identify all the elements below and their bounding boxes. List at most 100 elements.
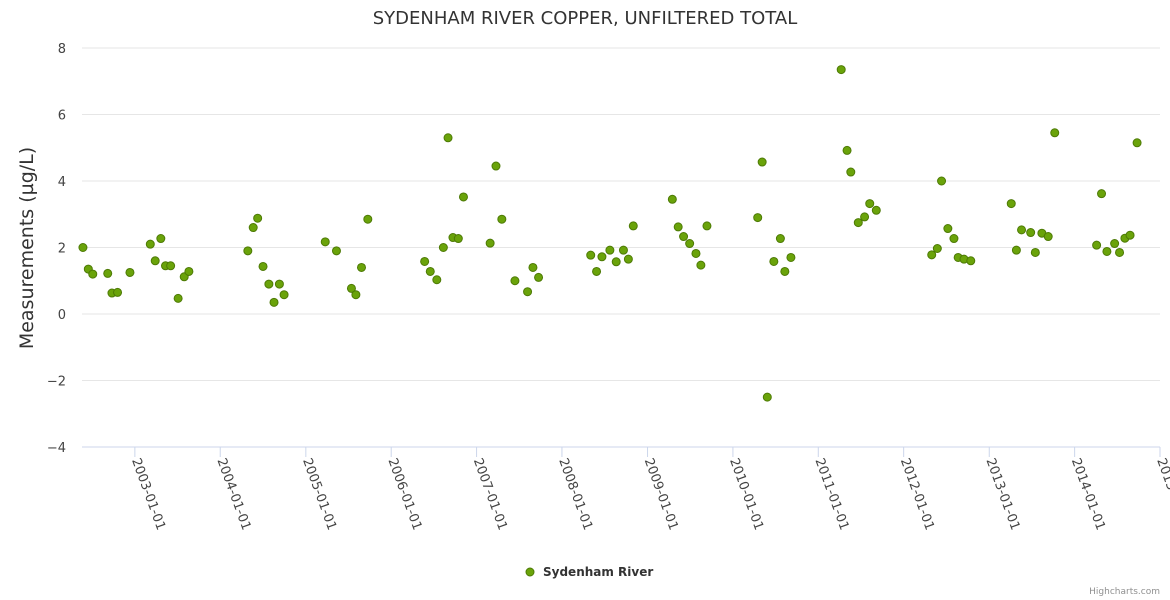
data-point[interactable]	[269, 297, 279, 307]
data-point[interactable]	[1017, 225, 1027, 235]
data-point[interactable]	[264, 279, 274, 289]
data-point[interactable]	[871, 205, 881, 215]
data-point[interactable]	[425, 266, 435, 276]
data-point[interactable]	[1110, 239, 1120, 249]
data-point[interactable]	[346, 283, 356, 293]
legend[interactable]: Sydenham River	[525, 565, 653, 579]
data-point[interactable]	[597, 252, 607, 262]
data-point[interactable]	[534, 272, 544, 282]
data-point[interactable]	[243, 246, 253, 256]
data-point[interactable]	[757, 157, 767, 167]
data-point[interactable]	[443, 133, 453, 143]
data-point[interactable]	[949, 234, 959, 244]
data-point[interactable]	[491, 161, 501, 171]
data-point[interactable]	[842, 145, 852, 155]
data-point[interactable]	[78, 243, 88, 252]
data-point[interactable]	[253, 213, 263, 223]
data-point[interactable]	[497, 214, 507, 224]
data-point[interactable]	[184, 266, 194, 276]
data-point[interactable]	[156, 234, 166, 244]
data-point[interactable]	[485, 238, 495, 248]
data-point[interactable]	[673, 222, 683, 232]
data-point[interactable]	[780, 266, 790, 276]
x-tick-label: 2012-01-01	[897, 456, 937, 532]
data-point[interactable]	[150, 256, 160, 266]
data-point[interactable]	[1043, 232, 1053, 242]
data-point[interactable]	[113, 287, 123, 297]
data-point[interactable]	[667, 194, 677, 204]
data-point[interactable]	[274, 279, 284, 289]
data-point[interactable]	[943, 224, 953, 234]
data-point[interactable]	[258, 261, 268, 271]
credits-link[interactable]: Highcharts.com	[1089, 587, 1160, 597]
data-point[interactable]	[438, 243, 448, 252]
data-point[interactable]	[753, 213, 763, 223]
data-point[interactable]	[125, 267, 135, 277]
data-point[interactable]	[586, 250, 596, 260]
data-point[interactable]	[685, 239, 695, 249]
data-point[interactable]	[865, 199, 875, 209]
data-point[interactable]	[786, 252, 796, 262]
data-point[interactable]	[523, 287, 533, 297]
data-point[interactable]	[1030, 247, 1040, 257]
data-point[interactable]	[775, 234, 785, 244]
data-point[interactable]	[1102, 246, 1112, 256]
data-point[interactable]	[363, 214, 373, 224]
data-point[interactable]	[453, 234, 463, 244]
chart-title: SYDENHAM RIVER COPPER, UNFILTERED TOTAL	[373, 8, 798, 29]
data-point[interactable]	[628, 221, 638, 231]
data-point[interactable]	[1006, 199, 1016, 209]
data-point[interactable]	[966, 256, 976, 266]
data-point[interactable]	[1011, 245, 1021, 255]
data-point[interactable]	[88, 269, 98, 279]
data-point[interactable]	[932, 243, 942, 253]
data-point[interactable]	[528, 262, 538, 272]
data-point[interactable]	[1092, 240, 1102, 250]
data-point[interactable]	[769, 256, 779, 266]
data-point[interactable]	[420, 256, 430, 266]
data-point[interactable]	[846, 167, 856, 177]
data-point[interactable]	[592, 266, 602, 276]
x-axis: 2003-01-01 2004-01-01 2005-01-01 2006-01-01…	[82, 446, 1170, 532]
data-point[interactable]	[623, 254, 633, 264]
data-point[interactable]	[331, 246, 341, 256]
data-point[interactable]	[356, 262, 366, 272]
data-point[interactable]	[937, 176, 947, 186]
data-point[interactable]	[679, 232, 689, 242]
data-point[interactable]	[1050, 128, 1060, 138]
data-point[interactable]	[702, 221, 712, 231]
data-point[interactable]	[853, 218, 863, 228]
data-point[interactable]	[611, 257, 621, 267]
data-point[interactable]	[1097, 189, 1107, 199]
x-tick-label: 2005-01-01	[299, 456, 339, 532]
data-point[interactable]	[145, 239, 155, 249]
data-point[interactable]	[1132, 138, 1142, 148]
data-point[interactable]	[248, 223, 258, 233]
series-sydenham-river[interactable]	[78, 65, 1142, 402]
data-point[interactable]	[762, 392, 772, 402]
data-point[interactable]	[432, 275, 442, 285]
data-point[interactable]	[1125, 230, 1135, 240]
data-point[interactable]	[696, 260, 706, 270]
data-point[interactable]	[279, 290, 289, 300]
x-tick-label: 2008-01-01	[555, 456, 595, 532]
data-point[interactable]	[351, 290, 361, 300]
data-point[interactable]	[320, 237, 330, 247]
data-point[interactable]	[605, 245, 615, 255]
data-point[interactable]	[166, 261, 176, 271]
x-tick-label: 2006-01-01	[384, 456, 424, 532]
legend-item-label[interactable]: Sydenham River	[543, 565, 653, 579]
data-point[interactable]	[103, 268, 113, 278]
data-point[interactable]	[618, 245, 628, 255]
legend-marker[interactable]	[525, 567, 535, 577]
data-point[interactable]	[458, 192, 468, 202]
data-point[interactable]	[510, 276, 520, 286]
data-point[interactable]	[1115, 247, 1125, 257]
data-point[interactable]	[173, 293, 183, 303]
data-point[interactable]	[836, 65, 846, 75]
data-point[interactable]	[1026, 228, 1036, 238]
data-point[interactable]	[691, 248, 701, 258]
y-tick-label: 2	[58, 242, 66, 257]
data-point[interactable]	[860, 212, 870, 222]
data-point[interactable]	[927, 250, 937, 260]
